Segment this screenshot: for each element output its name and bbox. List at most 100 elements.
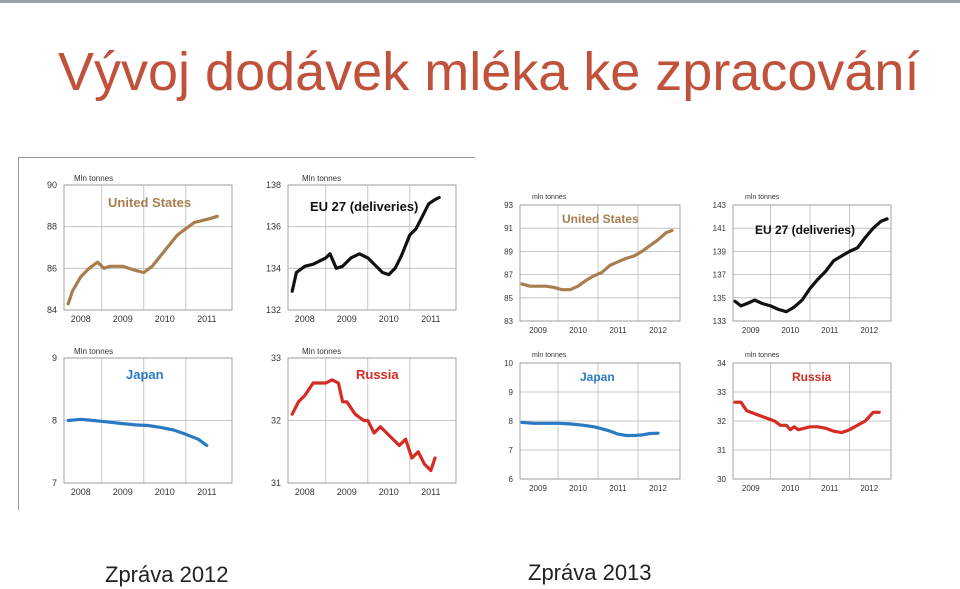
y-tick-label: 10 [504, 359, 513, 368]
x-tick-label: 2009 [337, 314, 357, 324]
x-tick-label: 2012 [649, 484, 667, 493]
x-tick-label: 2011 [821, 326, 839, 335]
series-line [520, 228, 674, 292]
x-tick-label: 2011 [197, 487, 216, 497]
chart-zpr-va-2013-japan: 6 7 8 9 10 2009 2010 2011 2012 mln tonnes Japan [504, 352, 681, 493]
plot-frame [287, 184, 457, 311]
x-tick-label: 2011 [421, 487, 440, 497]
series-title: Japan [580, 370, 615, 384]
y-tick-label: 8 [509, 417, 514, 426]
series-title: United States [562, 212, 639, 226]
x-tick-label: 2012 [860, 326, 878, 335]
chart-zpr-va-2012-russia: 31 32 33 2008 2009 2010 2011 Mln tonnes Russia [271, 347, 457, 497]
y-tick-label: 6 [509, 475, 514, 484]
chart-zpr-va-2012-eu-27-deliveries: 132 134 136 138 2008 2009 2010 2011 Mln tonnes EU… [266, 174, 457, 324]
unit-label: mln tonnes [532, 352, 567, 359]
x-tick-label: 2011 [609, 326, 627, 335]
x-tick-label: 2009 [337, 487, 357, 497]
chart-zpr-va-2013-united-states: 83 85 87 89 91 93 2009 2010 2011 2012 mln tonnes Un… [504, 194, 681, 335]
x-tick-label: 2012 [649, 326, 667, 335]
chart-zpr-va-2013-russia: 30 31 32 33 34 2009 2010 2011 2012 mln tonnes Russ… [717, 352, 892, 493]
x-tick-label: 2011 [197, 314, 216, 324]
x-tick-label: 2010 [569, 484, 587, 493]
y-tick-label: 137 [713, 271, 727, 280]
unit-label: Mln tonnes [302, 347, 341, 356]
y-tick-label: 93 [504, 201, 513, 210]
y-tick-label: 32 [271, 416, 281, 426]
plot-frame [287, 357, 457, 484]
x-tick-label: 2008 [71, 314, 91, 324]
series-title: EU 27 (deliveries) [310, 199, 418, 214]
y-tick-label: 91 [504, 224, 513, 233]
plot-frame [732, 204, 892, 322]
unit-label: mln tonnes [532, 194, 567, 201]
x-tick-label: 2010 [379, 487, 399, 497]
x-tick-label: 2009 [742, 484, 760, 493]
y-tick-label: 87 [504, 271, 513, 280]
series-title: United States [108, 195, 191, 210]
series-line [290, 195, 441, 293]
x-tick-label: 2008 [295, 487, 315, 497]
y-tick-label: 7 [509, 446, 514, 455]
x-tick-label: 2011 [421, 314, 440, 324]
plot-frame [63, 357, 233, 484]
y-tick-label: 32 [717, 417, 726, 426]
unit-label: Mln tonnes [74, 347, 113, 356]
chart-zpr-va-2012-japan: 7 8 9 2008 2009 2010 2011 Mln tonnes Japan [52, 347, 233, 497]
x-tick-label: 2010 [781, 326, 799, 335]
x-tick-label: 2011 [821, 484, 839, 493]
y-tick-label: 132 [266, 305, 281, 315]
slide-title: Vývoj dodávek mléka ke zpracování [58, 42, 920, 102]
y-tick-label: 135 [713, 294, 727, 303]
y-tick-label: 86 [47, 263, 57, 273]
chart-zpr-va-2012-united-states: 84 86 88 90 2008 2009 2010 2011 Mln tonnes United… [47, 174, 233, 324]
y-tick-label: 139 [713, 247, 727, 256]
y-tick-label: 34 [717, 359, 726, 368]
x-tick-label: 2009 [113, 314, 133, 324]
series-line [520, 420, 660, 438]
x-tick-label: 2010 [569, 326, 587, 335]
y-tick-label: 9 [52, 353, 57, 363]
x-tick-label: 2008 [71, 487, 91, 497]
plot-frame [732, 362, 892, 480]
series-line [66, 214, 219, 306]
y-tick-label: 9 [509, 388, 514, 397]
unit-label: Mln tonnes [302, 174, 341, 183]
series-title: Russia [356, 367, 399, 382]
series-line [733, 217, 889, 314]
x-tick-label: 2010 [155, 314, 175, 324]
y-tick-label: 84 [47, 305, 57, 315]
y-tick-label: 30 [717, 475, 726, 484]
x-tick-label: 2010 [781, 484, 799, 493]
caption-2013: Zpráva 2013 [528, 560, 652, 585]
chart-zpr-va-2013-eu-27-deliveries: 133 135 137 139 141 143 2009 2010 2011 2012 mln to… [713, 194, 892, 335]
report-2012-panel [18, 157, 475, 510]
y-tick-label: 141 [713, 224, 727, 233]
y-tick-label: 33 [271, 353, 281, 363]
plot-frame [519, 204, 681, 322]
unit-label: mln tonnes [745, 352, 780, 359]
x-tick-label: 2011 [609, 484, 627, 493]
x-tick-label: 2010 [155, 487, 175, 497]
x-tick-label: 2009 [113, 487, 133, 497]
series-title: Japan [126, 367, 164, 382]
series-line [290, 378, 437, 473]
y-tick-label: 85 [504, 294, 513, 303]
series-line [733, 400, 881, 435]
y-tick-label: 136 [266, 222, 281, 232]
unit-label: Mln tonnes [74, 174, 113, 183]
series-title: Russia [792, 370, 832, 384]
plot-frame [519, 362, 681, 480]
top-rule [0, 0, 960, 3]
series-line [66, 417, 209, 448]
x-tick-label: 2012 [860, 484, 878, 493]
y-tick-label: 143 [713, 201, 727, 210]
unit-label: mln tonnes [745, 194, 780, 201]
x-tick-label: 2009 [529, 326, 547, 335]
plot-frame [63, 184, 233, 311]
x-tick-label: 2008 [295, 314, 315, 324]
caption-2012: Zpráva 2012 [105, 562, 229, 587]
y-tick-label: 8 [52, 416, 57, 426]
y-tick-label: 89 [504, 247, 513, 256]
y-tick-label: 133 [713, 317, 727, 326]
